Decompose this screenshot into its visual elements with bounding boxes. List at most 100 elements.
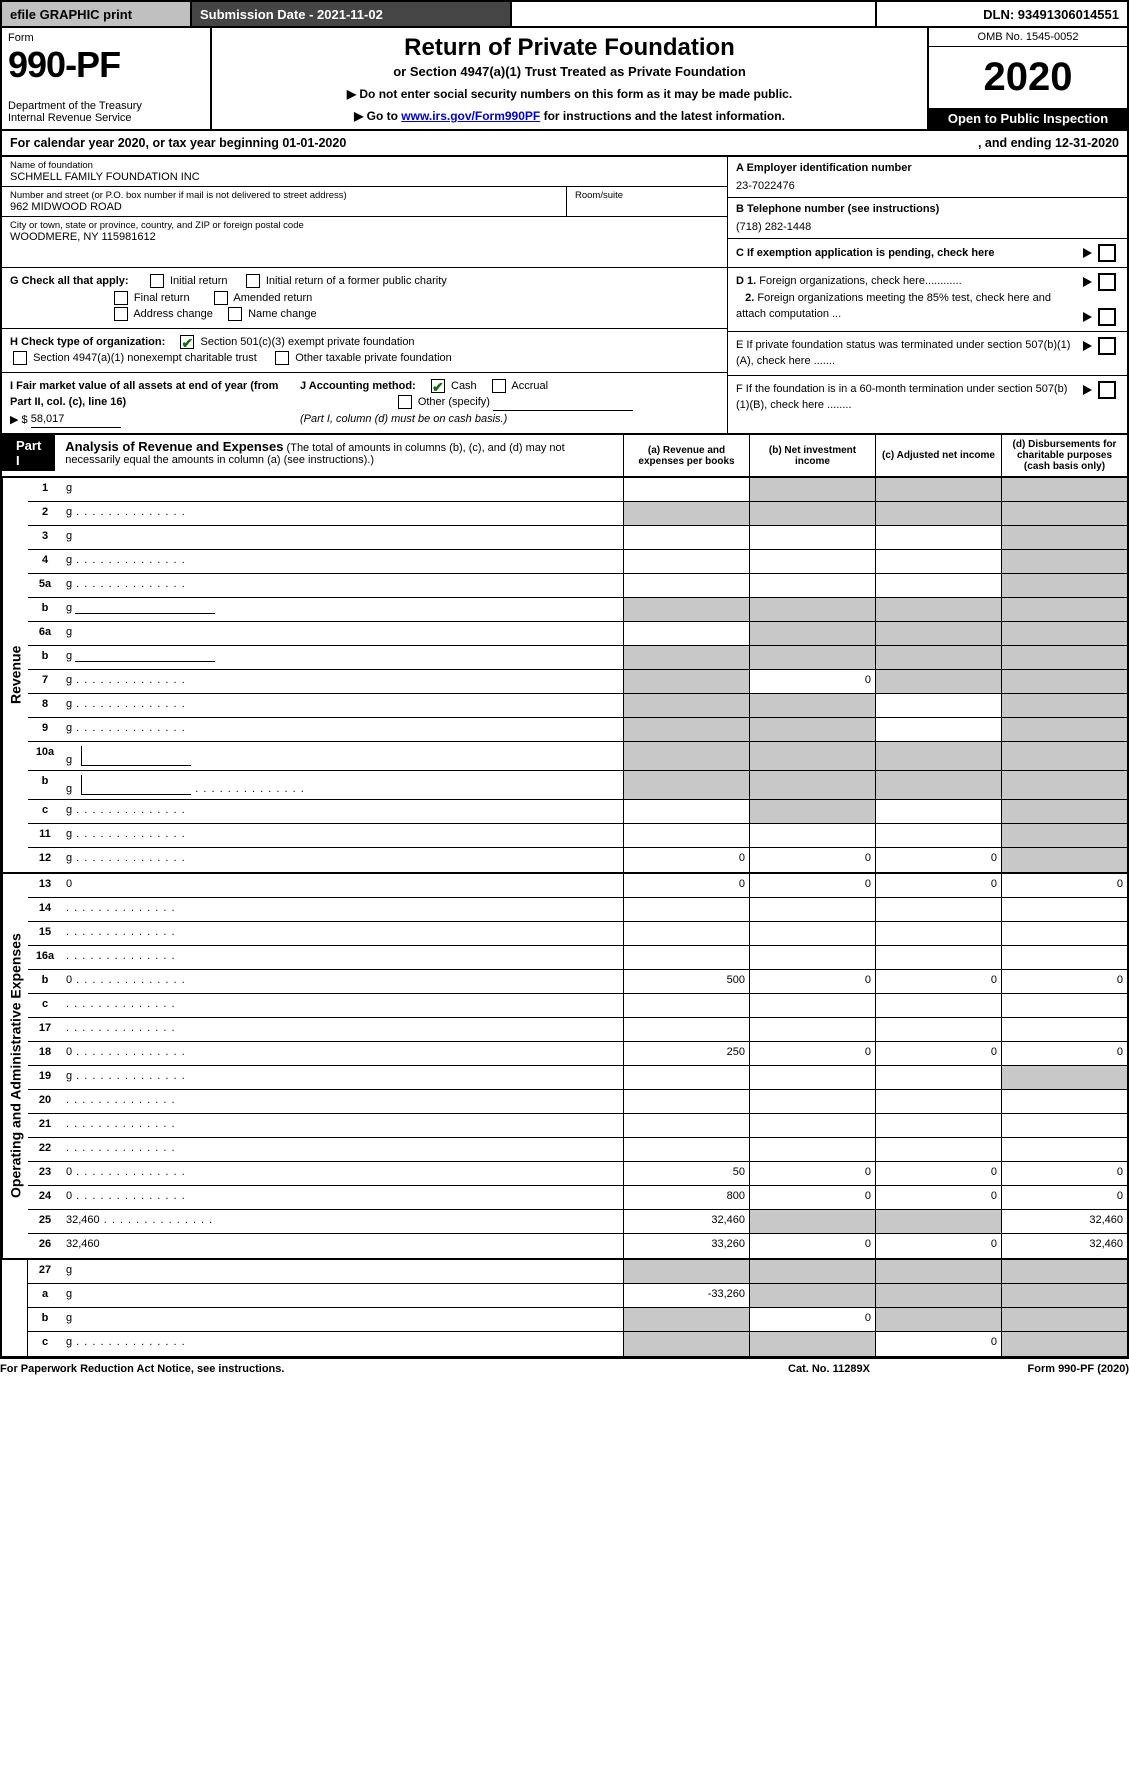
- value-cell-b: 0: [749, 1162, 875, 1185]
- line-number: 14: [28, 898, 62, 921]
- value-cell-d: [1001, 946, 1127, 969]
- col-b-text: (b) Net investment income: [752, 445, 873, 467]
- cb-other-method[interactable]: [398, 395, 412, 409]
- value-cell-c: 0: [875, 1162, 1001, 1185]
- cb-f[interactable]: [1098, 381, 1116, 399]
- line-row: 2g: [28, 502, 1127, 526]
- check-left: G Check all that apply: Initial return I…: [2, 268, 727, 433]
- tax-year: 2020: [929, 47, 1127, 108]
- form-label: Form: [8, 32, 204, 44]
- line-number: 25: [28, 1210, 62, 1233]
- value-cell-d: [1001, 1260, 1127, 1283]
- value-cell-d: [1001, 526, 1127, 549]
- submission-date: Submission Date - 2021-11-02: [192, 2, 512, 26]
- value-cell-b: [749, 622, 875, 645]
- exemption-cell: C If exemption application is pending, c…: [728, 239, 1127, 267]
- cb-amended[interactable]: [214, 291, 228, 305]
- value-cell-b: 0: [749, 970, 875, 993]
- col-d-header: (d) Disbursements for charitable purpose…: [1001, 435, 1127, 478]
- value-cell-b: [749, 800, 875, 823]
- g-item-2: Final return: [134, 292, 190, 304]
- entity-right: A Employer identification number 23-7022…: [727, 157, 1127, 267]
- line-description: g: [62, 646, 623, 669]
- cb-other-taxable[interactable]: [275, 351, 289, 365]
- line-row: 20: [28, 1090, 1127, 1114]
- cb-4947[interactable]: [13, 351, 27, 365]
- value-cell-c: [875, 800, 1001, 823]
- value-cell-c: [875, 946, 1001, 969]
- value-cell-c: [875, 598, 1001, 621]
- c-checkbox[interactable]: [1098, 244, 1116, 262]
- line-description: g: [62, 598, 623, 621]
- line-row: 23050000: [28, 1162, 1127, 1186]
- value-cell-b: [749, 1090, 875, 1113]
- value-cell-b: [749, 478, 875, 501]
- cb-d1[interactable]: [1098, 273, 1116, 291]
- line-number: 23: [28, 1162, 62, 1185]
- form-number: 990-PF: [8, 44, 204, 86]
- value-cell-d: 32,460: [1001, 1234, 1127, 1258]
- value-cell-b: [749, 1210, 875, 1233]
- line-row: 5ag: [28, 574, 1127, 598]
- cal-end: 12-31-2020: [1055, 136, 1119, 150]
- cb-accrual[interactable]: [492, 379, 506, 393]
- line-number: b: [28, 1308, 62, 1331]
- form-note-1: ▶ Do not enter social security numbers o…: [222, 87, 917, 101]
- d2-text: Foreign organizations meeting the 85% te…: [736, 292, 1051, 321]
- value-cell-d: [1001, 718, 1127, 741]
- value-cell-b: 0: [749, 1042, 875, 1065]
- cb-initial[interactable]: [150, 274, 164, 288]
- line-row: 7g0: [28, 670, 1127, 694]
- cb-address[interactable]: [114, 307, 128, 321]
- line-row: ag-33,260: [28, 1284, 1127, 1308]
- expense-rows: 1300000141516ab0500000c1718025000019g202…: [28, 874, 1127, 1258]
- value-cell-b: [749, 994, 875, 1017]
- cb-cash[interactable]: [431, 379, 445, 393]
- value-cell-a: [623, 1332, 749, 1356]
- value-cell-a: [623, 478, 749, 501]
- value-cell-c: [875, 478, 1001, 501]
- value-cell-d: [1001, 1284, 1127, 1307]
- value-cell-a: [623, 1114, 749, 1137]
- value-cell-c: [875, 771, 1001, 799]
- i-cell: I Fair market value of all assets at end…: [10, 378, 290, 429]
- value-cell-a: 0: [623, 874, 749, 897]
- value-cell-a: [623, 1066, 749, 1089]
- irs-link[interactable]: www.irs.gov/Form990PF: [401, 109, 540, 123]
- footer-mid: Cat. No. 11289X: [729, 1363, 929, 1375]
- cb-501c3[interactable]: [180, 335, 194, 349]
- line-description: g: [62, 848, 623, 872]
- expenses-section: Operating and Administrative Expenses 13…: [0, 874, 1129, 1260]
- spacer: [512, 2, 877, 26]
- line-description: 0: [62, 1162, 623, 1185]
- revenue-side-label: Revenue: [2, 478, 28, 872]
- cb-final[interactable]: [114, 291, 128, 305]
- value-cell-a: [623, 718, 749, 741]
- line-number: 24: [28, 1186, 62, 1209]
- line-description: g: [62, 670, 623, 693]
- value-cell-a: [623, 670, 749, 693]
- calendar-row: For calendar year 2020, or tax year begi…: [0, 131, 1129, 157]
- cb-name[interactable]: [228, 307, 242, 321]
- value-cell-c: [875, 824, 1001, 847]
- value-cell-b: [749, 771, 875, 799]
- value-cell-a: 0: [623, 848, 749, 872]
- j-note: (Part I, column (d) must be on cash basi…: [300, 413, 507, 425]
- value-cell-c: [875, 718, 1001, 741]
- cb-initial-former[interactable]: [246, 274, 260, 288]
- cb-e[interactable]: [1098, 337, 1116, 355]
- j-other: Other (specify): [418, 396, 490, 408]
- part1-title-cell: Part I Analysis of Revenue and Expenses …: [2, 435, 623, 478]
- value-cell-d: 0: [1001, 874, 1127, 897]
- value-cell-c: 0: [875, 970, 1001, 993]
- value-cell-c: [875, 1260, 1001, 1283]
- line-row: 3g: [28, 526, 1127, 550]
- line-description: g: [62, 800, 623, 823]
- value-cell-a: [623, 742, 749, 770]
- line-description: g: [62, 718, 623, 741]
- value-cell-b: [749, 502, 875, 525]
- j-accrual: Accrual: [511, 380, 548, 392]
- line-row: bg0: [28, 1308, 1127, 1332]
- line-description: 32,460: [62, 1210, 623, 1233]
- cb-d2[interactable]: [1098, 308, 1116, 326]
